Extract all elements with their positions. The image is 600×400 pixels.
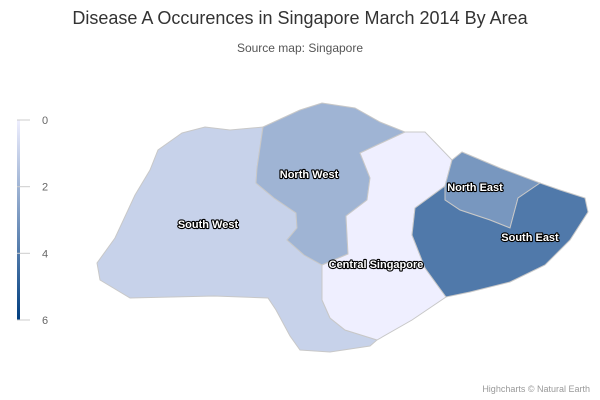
region-label-south-west: South West bbox=[178, 219, 239, 231]
region-label-north-west: North West bbox=[280, 169, 339, 181]
chart-subtitle: Source map: Singapore bbox=[236, 41, 364, 55]
region-label-north-east: North East bbox=[447, 182, 503, 194]
color-axis-tick-label: 4 bbox=[42, 248, 48, 260]
region-label-south-east: South East bbox=[501, 232, 559, 244]
region-south-east[interactable] bbox=[411, 182, 589, 298]
map-regions bbox=[96, 102, 589, 353]
region-label-central-singapore: Central Singapore bbox=[329, 259, 424, 271]
credits-link[interactable]: Highcharts © Natural Earth bbox=[482, 384, 590, 394]
chart-title: Disease A Occurences in Singapore March … bbox=[72, 8, 528, 28]
color-axis-tick-label: 2 bbox=[42, 182, 48, 194]
color-axis-tick-label: 6 bbox=[42, 315, 48, 327]
color-axis-bar bbox=[17, 120, 20, 320]
color-axis-tick-label: 0 bbox=[42, 115, 48, 127]
map-region-labels: South West North West Central Singapore … bbox=[177, 168, 560, 272]
color-axis-legend: 0 2 4 6 bbox=[17, 115, 48, 327]
